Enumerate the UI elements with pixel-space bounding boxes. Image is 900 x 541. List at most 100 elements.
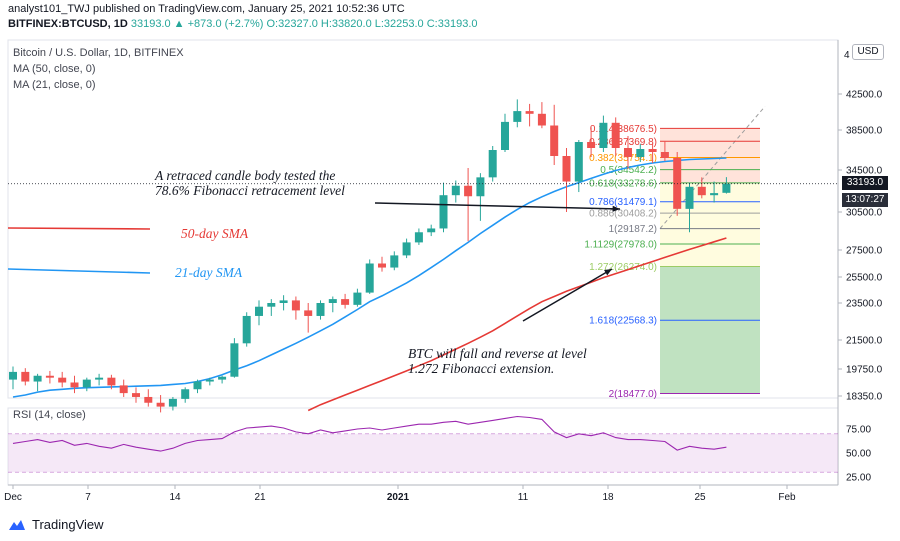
chart-title: Bitcoin / U.S. Dollar, 1D, BITFINEX (13, 47, 184, 59)
ma21-legend[interactable]: MA (21, close, 0) (13, 79, 96, 91)
candle-body (414, 232, 423, 243)
candle-body (144, 396, 153, 403)
candle-body (328, 299, 337, 303)
candle-body (70, 382, 79, 388)
candle-body (451, 185, 460, 196)
price-axis-label: 21500.0 (846, 336, 883, 347)
time-axis-label: 18 (602, 492, 614, 503)
candle-body (525, 111, 534, 114)
candle-body (562, 156, 571, 182)
fib-level-label: 0.236(37369.8) (589, 137, 657, 148)
candle-body (267, 303, 276, 307)
price-axis-label: 18350.0 (846, 392, 883, 403)
candle-body (624, 148, 632, 157)
candle-body (697, 186, 706, 196)
candle-body (9, 371, 17, 380)
fall-arrow (522, 268, 613, 322)
price-axis-label: 25500.0 (846, 273, 883, 284)
ma50-line (307, 237, 727, 412)
candle-body (660, 152, 669, 158)
candle-body (255, 306, 263, 316)
candle-body (513, 111, 522, 122)
price-axis-label: 27500.0 (846, 246, 883, 257)
price-axis-label: 38500.0 (846, 126, 883, 137)
fib-level-label: 2(18477.0) (609, 389, 657, 400)
candle-body (365, 263, 374, 293)
fib-zone-lower (660, 266, 760, 394)
rsi-axis-label: 50.00 (846, 449, 871, 460)
candle-body (599, 122, 608, 148)
annotation-fall: BTC will fall and reverse at level 1.272… (408, 346, 587, 376)
fib-level-label: 1.618(22568.3) (589, 316, 657, 327)
fib-level-label: 0.5(34542.2) (600, 165, 657, 176)
rsi-band (8, 433, 838, 473)
candle-body (648, 149, 657, 152)
candle-body (722, 183, 731, 193)
candle-body (304, 310, 313, 316)
retrace-arrow (374, 202, 621, 210)
fib-level-label: 0.786(31479.1) (589, 197, 657, 208)
time-axis-label: 2021 (387, 492, 410, 503)
candle-body (181, 389, 190, 399)
time-axis-label: 14 (169, 492, 181, 503)
ma50-legend[interactable]: MA (50, close, 0) (13, 63, 96, 75)
annotation-retrace: A retraced candle body tested the 78.6% … (155, 168, 345, 198)
rsi-axis-label: 75.00 (846, 425, 871, 436)
fib-level-label: 1.1129(27978.0) (584, 239, 657, 250)
time-axis-label: Feb (778, 492, 796, 503)
fib-level-label: 1(29187.2) (609, 224, 657, 235)
candle-body (685, 186, 694, 209)
fib-trend-line (659, 106, 766, 229)
candle-body (537, 113, 546, 126)
price-axis-label: 30500.0 (846, 208, 883, 219)
rsi-label: RSI (14, close) (13, 409, 86, 421)
time-axis-label: 25 (694, 492, 706, 503)
countdown-tag: 13:07:27 (842, 193, 888, 207)
fib-level-label: 0.114(38676.5) (590, 124, 657, 135)
ma21-line (12, 157, 727, 398)
candle-body (574, 142, 583, 182)
rsi-axis-label: 25.00 (846, 473, 871, 484)
candle-body (132, 393, 140, 397)
candle-body (242, 315, 251, 344)
currency-button[interactable]: USD (852, 44, 884, 60)
candle-body (378, 263, 386, 268)
price-axis-label: 42500.0 (846, 90, 883, 101)
candle-body (341, 299, 350, 305)
candle-body (58, 377, 67, 383)
candle-body (587, 142, 596, 148)
candle-body (611, 122, 620, 148)
candle-body (193, 381, 202, 390)
candle-body (464, 185, 473, 197)
candle-body (353, 292, 362, 305)
ohlc-line: BITFINEX:BTCUSD, 1D 33193.0 ▲ +873.0 (+2… (8, 18, 478, 30)
footer-brand: TradingView (32, 517, 104, 532)
candle-body (230, 343, 239, 377)
symbol-label: BITFINEX:BTCUSD, 1D (8, 18, 128, 30)
candle-body (82, 379, 91, 388)
tradingview-logo-icon (9, 519, 25, 530)
price-axis-label: 23500.0 (846, 299, 883, 310)
footer[interactable]: TradingView (8, 517, 104, 532)
annotation-retrace-line2: 78.6% Fibonacci retracement level (155, 183, 345, 198)
candle-body (291, 300, 300, 311)
current-price-tag: 33193.0 (842, 176, 888, 190)
candle-body (21, 371, 30, 382)
candle-body (390, 255, 399, 268)
fib-level-label: 0.886(30408.2) (589, 209, 657, 220)
candle-body (550, 125, 559, 156)
candle-body (316, 303, 325, 316)
candle-body (218, 376, 227, 380)
publisher-line: analyst101_TWJ published on TradingView.… (8, 3, 405, 15)
time-axis-label: 21 (254, 492, 266, 503)
candle-body (33, 375, 42, 382)
ohlc-values: 33193.0 ▲ +873.0 (+2.7%) O:32327.0 H:338… (130, 18, 478, 30)
candle-body (476, 177, 485, 197)
candle-body (402, 242, 411, 256)
price-axis-partial-label: 4 (844, 50, 850, 61)
sma21-label: 21-day SMA (175, 265, 243, 280)
candle-body (107, 377, 116, 386)
retrace-arrow-head (612, 205, 620, 212)
annotation-fall-line1: BTC will fall and reverse at level (408, 346, 587, 361)
